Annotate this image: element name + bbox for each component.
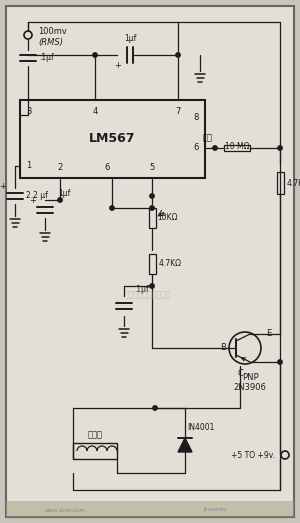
- Bar: [277, 172, 284, 194]
- Text: 8: 8: [194, 113, 199, 122]
- Text: 2N3906: 2N3906: [234, 382, 266, 392]
- Bar: [73, 443, 117, 459]
- Circle shape: [150, 206, 154, 210]
- Bar: [148, 254, 155, 274]
- Text: (RMS): (RMS): [38, 38, 63, 47]
- Polygon shape: [178, 438, 192, 452]
- Circle shape: [58, 198, 62, 202]
- Text: 继电器: 继电器: [88, 430, 103, 439]
- Circle shape: [176, 53, 180, 57]
- Text: 3: 3: [26, 108, 32, 117]
- Circle shape: [150, 194, 154, 198]
- Text: B: B: [220, 344, 226, 353]
- Text: 2: 2: [57, 164, 63, 173]
- Text: 1μf: 1μf: [58, 188, 70, 198]
- Circle shape: [93, 53, 97, 57]
- Circle shape: [278, 146, 282, 150]
- Text: .1μf: .1μf: [39, 53, 54, 63]
- Text: jiuxiantu: jiuxiantu: [203, 507, 227, 513]
- Text: 寿州格督科技有限公司: 寿州格督科技有限公司: [125, 290, 171, 300]
- Text: 100mv: 100mv: [38, 27, 67, 36]
- Text: +: +: [30, 196, 36, 205]
- Text: 1μf: 1μf: [124, 34, 136, 43]
- Text: 2.2 μf: 2.2 μf: [26, 191, 48, 200]
- Bar: [6, 501, 294, 517]
- Circle shape: [153, 406, 157, 410]
- Text: 6: 6: [194, 143, 199, 153]
- Bar: [224, 145, 250, 151]
- Text: LM567: LM567: [89, 132, 136, 145]
- Text: PNP: PNP: [242, 373, 258, 382]
- Circle shape: [150, 284, 154, 288]
- Text: +: +: [0, 182, 6, 191]
- Bar: [148, 208, 155, 228]
- Text: C: C: [237, 370, 243, 379]
- Text: IN4001: IN4001: [187, 423, 214, 431]
- Text: E: E: [266, 329, 272, 338]
- Text: .1μf: .1μf: [134, 286, 149, 294]
- Text: 6: 6: [104, 164, 110, 173]
- Text: www.dzso.com: www.dzso.com: [45, 507, 86, 513]
- Bar: [20, 100, 205, 178]
- Text: +: +: [115, 61, 122, 70]
- Text: 4.7KΩ: 4.7KΩ: [286, 178, 300, 188]
- Text: 4: 4: [92, 108, 98, 117]
- Text: 4.7KΩ: 4.7KΩ: [158, 259, 182, 268]
- Text: 10KΩ: 10KΩ: [157, 213, 178, 222]
- Circle shape: [213, 146, 217, 150]
- Text: 1: 1: [26, 162, 31, 170]
- Text: 10 MΩ: 10 MΩ: [225, 142, 249, 151]
- Circle shape: [278, 360, 282, 364]
- Text: +5 TO +9v.: +5 TO +9v.: [231, 450, 275, 460]
- Circle shape: [110, 206, 114, 210]
- Text: 5: 5: [149, 164, 154, 173]
- Text: 7: 7: [175, 108, 181, 117]
- Text: 输出: 输出: [203, 133, 213, 142]
